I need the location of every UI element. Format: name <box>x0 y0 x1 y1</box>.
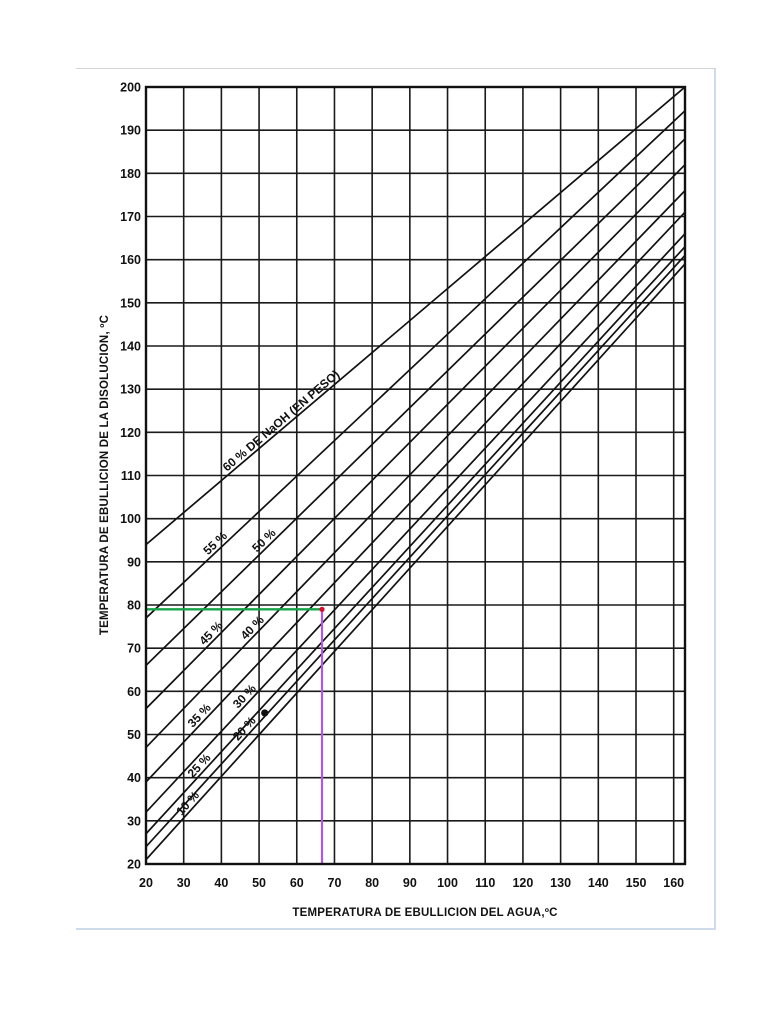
y-tick-label-180: 180 <box>120 167 141 181</box>
curve-labels: 60 % DE NaOH (EN PESO)55 % 50 %45 % 40 %35… <box>173 367 342 818</box>
x-axis-title: TEMPERATURA DE EBULLICION DEL AGUA,ºC <box>292 907 557 919</box>
y-tick-label-190: 190 <box>120 124 141 138</box>
y-tick-label-20: 20 <box>127 858 141 872</box>
annotation-point-3 <box>261 709 269 717</box>
curve-35-percent <box>146 211 685 783</box>
curve-20-percent <box>146 254 685 848</box>
curve-10-percent <box>146 263 685 861</box>
y-tick-label-70: 70 <box>127 642 141 656</box>
x-tick-label-80: 80 <box>365 876 379 890</box>
curve-50-percent <box>146 138 685 667</box>
annotation-point-2 <box>319 606 325 612</box>
plot-border <box>144 85 687 866</box>
y-tick-label-110: 110 <box>121 469 141 483</box>
curve-60-percent <box>146 87 685 546</box>
y-tick-label-50: 50 <box>127 728 141 742</box>
y-tick-label-30: 30 <box>127 814 141 828</box>
plot-frame <box>144 85 687 866</box>
y-tick-label-80: 80 <box>127 599 141 613</box>
curve-45-percent <box>146 164 685 710</box>
curve-30-percent <box>146 233 685 813</box>
curves <box>146 87 685 861</box>
curve-55-percent <box>146 110 685 619</box>
y-tick-labels: 20 30 40 50 60 70 80 90 100 110 120 130 140 150 160 170… <box>120 81 141 872</box>
x-tick-labels: 20 30 40 50 60 70 80 90 100 110 120 130 140 150 160 <box>139 876 684 890</box>
x-tick-label-40: 40 <box>214 876 228 890</box>
page-frame <box>76 68 716 930</box>
x-tick-label-110: 110 <box>475 876 495 890</box>
y-tick-label-200: 200 <box>120 81 141 95</box>
y-tick-label-100: 100 <box>120 512 141 526</box>
annotations <box>146 606 325 864</box>
curve-40-percent <box>146 190 685 749</box>
x-tick-label-140: 140 <box>588 876 609 890</box>
x-tick-label-160: 160 <box>663 876 684 890</box>
y-tick-label-130: 130 <box>120 383 141 397</box>
y-tick-label-140: 140 <box>120 340 141 354</box>
x-tick-label-90: 90 <box>403 876 417 890</box>
x-tick-label-150: 150 <box>626 876 647 890</box>
y-tick-label-90: 90 <box>127 555 141 569</box>
x-tick-label-60: 60 <box>290 876 304 890</box>
x-tick-label-130: 130 <box>550 876 571 890</box>
x-tick-label-70: 70 <box>328 876 342 890</box>
x-tick-label-20: 20 <box>139 876 153 890</box>
y-tick-label-60: 60 <box>127 685 141 699</box>
y-tick-label-170: 170 <box>120 210 141 224</box>
x-tick-label-120: 120 <box>512 876 533 890</box>
x-tick-label-30: 30 <box>177 876 191 890</box>
grid <box>146 87 685 864</box>
curve-25-percent <box>146 246 685 835</box>
x-tick-label-50: 50 <box>252 876 266 890</box>
curve-label-60-percent: 60 % DE NaOH (EN PESO) <box>220 367 342 474</box>
y-tick-label-160: 160 <box>120 253 141 267</box>
y-axis-title: TEMPERATURA DE EBULLICION DE LA DISOLUCI… <box>99 315 111 635</box>
y-tick-label-40: 40 <box>127 771 141 785</box>
y-tick-label-150: 150 <box>120 296 141 310</box>
y-tick-label-120: 120 <box>120 426 141 440</box>
x-tick-label-100: 100 <box>437 876 458 890</box>
